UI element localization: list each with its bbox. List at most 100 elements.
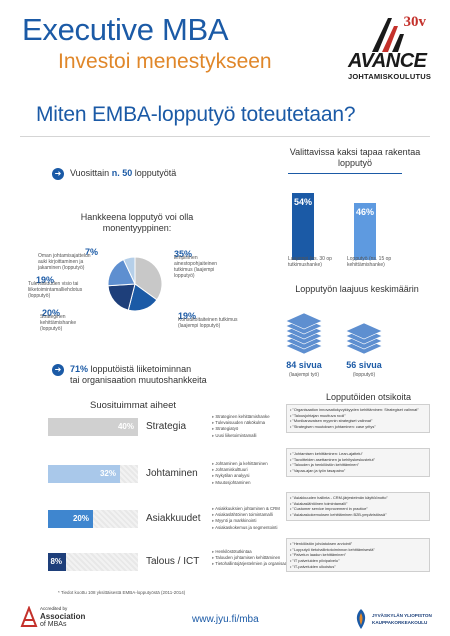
example-title: • "IT palveluiden pilvipalvelu": [290, 557, 340, 563]
stat-71: 71% lopputöistä liiketoiminnan tai organi…: [70, 364, 207, 387]
topic-items: HenkilöstötutkintaaTalouden johtamisen k…: [212, 549, 305, 568]
example-title: • "Palvelun laadun kehittäminen": [290, 552, 347, 558]
example-title: • "IT-palveluiden ulkoistus": [290, 563, 336, 569]
topic-items: Johtaminen ja kehittäminenJohtamiskulttu…: [212, 461, 268, 486]
pie-title: Hankkeena lopputyö voi olla monentyyppin…: [80, 212, 194, 234]
footer-url[interactable]: www.jyu.fi/mba: [192, 614, 259, 625]
choice-bars: 54% 46%: [288, 178, 408, 260]
amba-accredited: Accredited by: [40, 606, 68, 611]
pie-label-0: Oman johtamisajattelun auki kirjoittamin…: [38, 253, 91, 271]
amba-association: Association: [40, 612, 86, 621]
topic-item: Asiakkuuksien johtaminen & CRM: [212, 506, 280, 512]
stat71-line1: lopputöistä liiketoiminnan: [88, 364, 192, 374]
amba-mark-icon: [20, 606, 38, 627]
jyu-logo: JYVÄSKYLÄN YLIOPISTON KAUPPAKORKEAKOULU: [352, 608, 436, 632]
university-line-1: JYVÄSKYLÄN YLIOPISTON: [372, 613, 432, 618]
example-title: • "Asiakkuuden hallinta - CRM-järjestelm…: [290, 495, 388, 500]
yearly-bold: n. 50: [111, 168, 133, 178]
pie-label-4: Konsultoitaiteinen tutkimus (laajempi lo…: [178, 317, 238, 329]
choice-divider: [288, 173, 402, 174]
page-subtitle: Investoi menestykseen: [58, 50, 272, 73]
examples-box: • "Organisaation innovaatiokyvykkyyden k…: [286, 404, 430, 433]
choice-label-0: Laajempi (ns. 30 op tutkimushanke): [288, 256, 332, 268]
topic-bar: 32%: [48, 465, 120, 483]
topic-item: Muutosjohtaminen: [212, 480, 268, 486]
topic-item: Talouden johtamisen kehittäminen: [212, 555, 305, 561]
topic-name: Talous / ICT: [146, 556, 200, 567]
topic-item: Johtamiskulttuuri: [212, 467, 268, 473]
examples-box: • "Asiakkuuden hallinta - CRM-järjestelm…: [286, 492, 430, 521]
topic-item: Strateginen kehittämishanke: [212, 414, 269, 420]
topic-name: Strategia: [146, 421, 187, 432]
scope-title: Lopputyön laajuus keskimäärin: [295, 284, 419, 294]
topic-item: Johtaminen ja kehittäminen: [212, 461, 267, 467]
pie-slice: [134, 256, 163, 301]
choice-bar-label: 46%: [355, 207, 374, 218]
arrow-circle-icon: ➜: [52, 364, 64, 376]
pie-pct-3: 20%: [42, 308, 61, 318]
example-title: • "Henkilöstön johdatuksen arviointi": [290, 541, 353, 546]
topic-bar-track: [48, 553, 138, 571]
examples-box: • "Henkilöstön johdatuksen arviointi" • "…: [286, 538, 430, 573]
choice-bar: 54%: [292, 193, 314, 260]
choice-label-1: Lopputyö (ns. 15 op kehittämishanke): [347, 256, 392, 268]
logo-name: AVANCE: [348, 50, 427, 72]
example-title: • "Customer service improvement in pract…: [290, 506, 368, 512]
choice-bar-label: 54%: [293, 197, 312, 208]
scope-value-0: 84 sivua: [286, 360, 322, 370]
logo-tagline: JOHTAMISKOULUTUS: [348, 72, 432, 81]
logo-year: 30v: [403, 14, 427, 30]
topic-item: Strategiatyö: [212, 426, 270, 432]
pie-pct-2: 19%: [36, 275, 55, 285]
pie-pct-1: 35%: [174, 249, 193, 259]
example-title: • "Talouden ja henkilöstön kehittäminen": [290, 462, 360, 468]
amba-of-mbas: of MBAs: [40, 621, 67, 628]
topic-name: Johtaminen: [146, 468, 198, 479]
scope-value-1: 56 sivua: [346, 360, 382, 370]
topic-items: Strateginen kehittämishankeTulevaisuuden…: [212, 414, 270, 439]
main-heading: Miten EMBA-lopputyö toteutetaan?: [36, 103, 356, 126]
university-crest-icon: [356, 609, 366, 629]
arrow-circle-icon: ➜: [52, 168, 64, 180]
choice-bar: 46%: [354, 203, 376, 260]
pie-chart: [107, 256, 163, 312]
topic-bar: 40%: [48, 418, 138, 436]
example-title: • "Lopputyö tietohallintotoiminnon kehit…: [290, 546, 375, 552]
example-title: • "Strategisen muutoksen johtaminen: cas…: [290, 423, 376, 429]
scope-label-1: (lopputyö): [352, 372, 376, 378]
example-title: • "Monikanavaisen myynnin strategiset va…: [290, 418, 373, 424]
example-title: • "Tavoitteiden asettaminen ja kehityske…: [290, 456, 376, 462]
topic-name: Asiakkuudet: [146, 513, 201, 524]
example-title: • "Johtamisen kehittäminen: Lean-ajattel…: [290, 451, 363, 456]
pie-label-1: Empiirinen ainestopohjaiteinen tutkimus …: [174, 255, 218, 279]
topic-item: Asiakaslähtöinen toimintamalli: [212, 512, 280, 518]
topic-item: Henkilöstötutkintaa: [212, 549, 305, 555]
logo-mark-icon: [372, 18, 404, 52]
examples-box: • "Johtamisen kehittäminen: Lean-ajattel…: [286, 448, 430, 477]
stat71-bold: 71%: [70, 364, 89, 374]
avance-logo: 30v AVANCE JOHTAMISKOULUTUS: [344, 14, 434, 84]
pie-label-2: Tulevaisuuden visio tai liiketoimintamal…: [28, 281, 83, 299]
topic-bar: 20%: [48, 510, 93, 528]
topic-items: Asiakkuuksien johtaminen & CRMAsiakasläh…: [212, 506, 280, 531]
pages-stack-icon: [345, 322, 383, 355]
pie-label-3: Strateginen kehittämishanke (lopputyö): [40, 314, 77, 332]
divider: [20, 136, 430, 137]
yearly-prefix: Vuosittain: [70, 168, 112, 178]
topic-bar: 8%: [48, 553, 66, 571]
pie-pct-4: 19%: [178, 311, 197, 321]
pie-pct-0: 7%: [85, 247, 99, 257]
example-title: • "Asiakaslähtöinen toimintamalli": [290, 500, 348, 506]
topic-item: Uusi liiketoimintamalli: [212, 433, 270, 439]
topic-item: Myynti ja markkinointi: [212, 518, 280, 524]
topic-item: Tietohallintojärjestelmien ja organisaat…: [212, 561, 305, 567]
yearly-count: Vuosittain n. 50 lopputyötä: [70, 168, 176, 178]
page-title: Executive MBA: [22, 12, 229, 47]
stat71-line2: tai organisaation muutoshankkeita: [70, 375, 207, 386]
example-title: • "Organisaation innovaatiokyvykkyyden k…: [290, 407, 419, 412]
example-title: • "Talousjohtajan muuttuva rooli": [290, 412, 346, 418]
examples-title: Lopputöiden otsikoita: [326, 392, 412, 402]
choice-title: Valittavissa kaksi tapaa rakentaa lopput…: [289, 147, 421, 169]
footnote: * Tiedot koottu 108 yksittäisestä EMBA-l…: [58, 590, 186, 595]
pages-stack-icon: [285, 312, 323, 355]
